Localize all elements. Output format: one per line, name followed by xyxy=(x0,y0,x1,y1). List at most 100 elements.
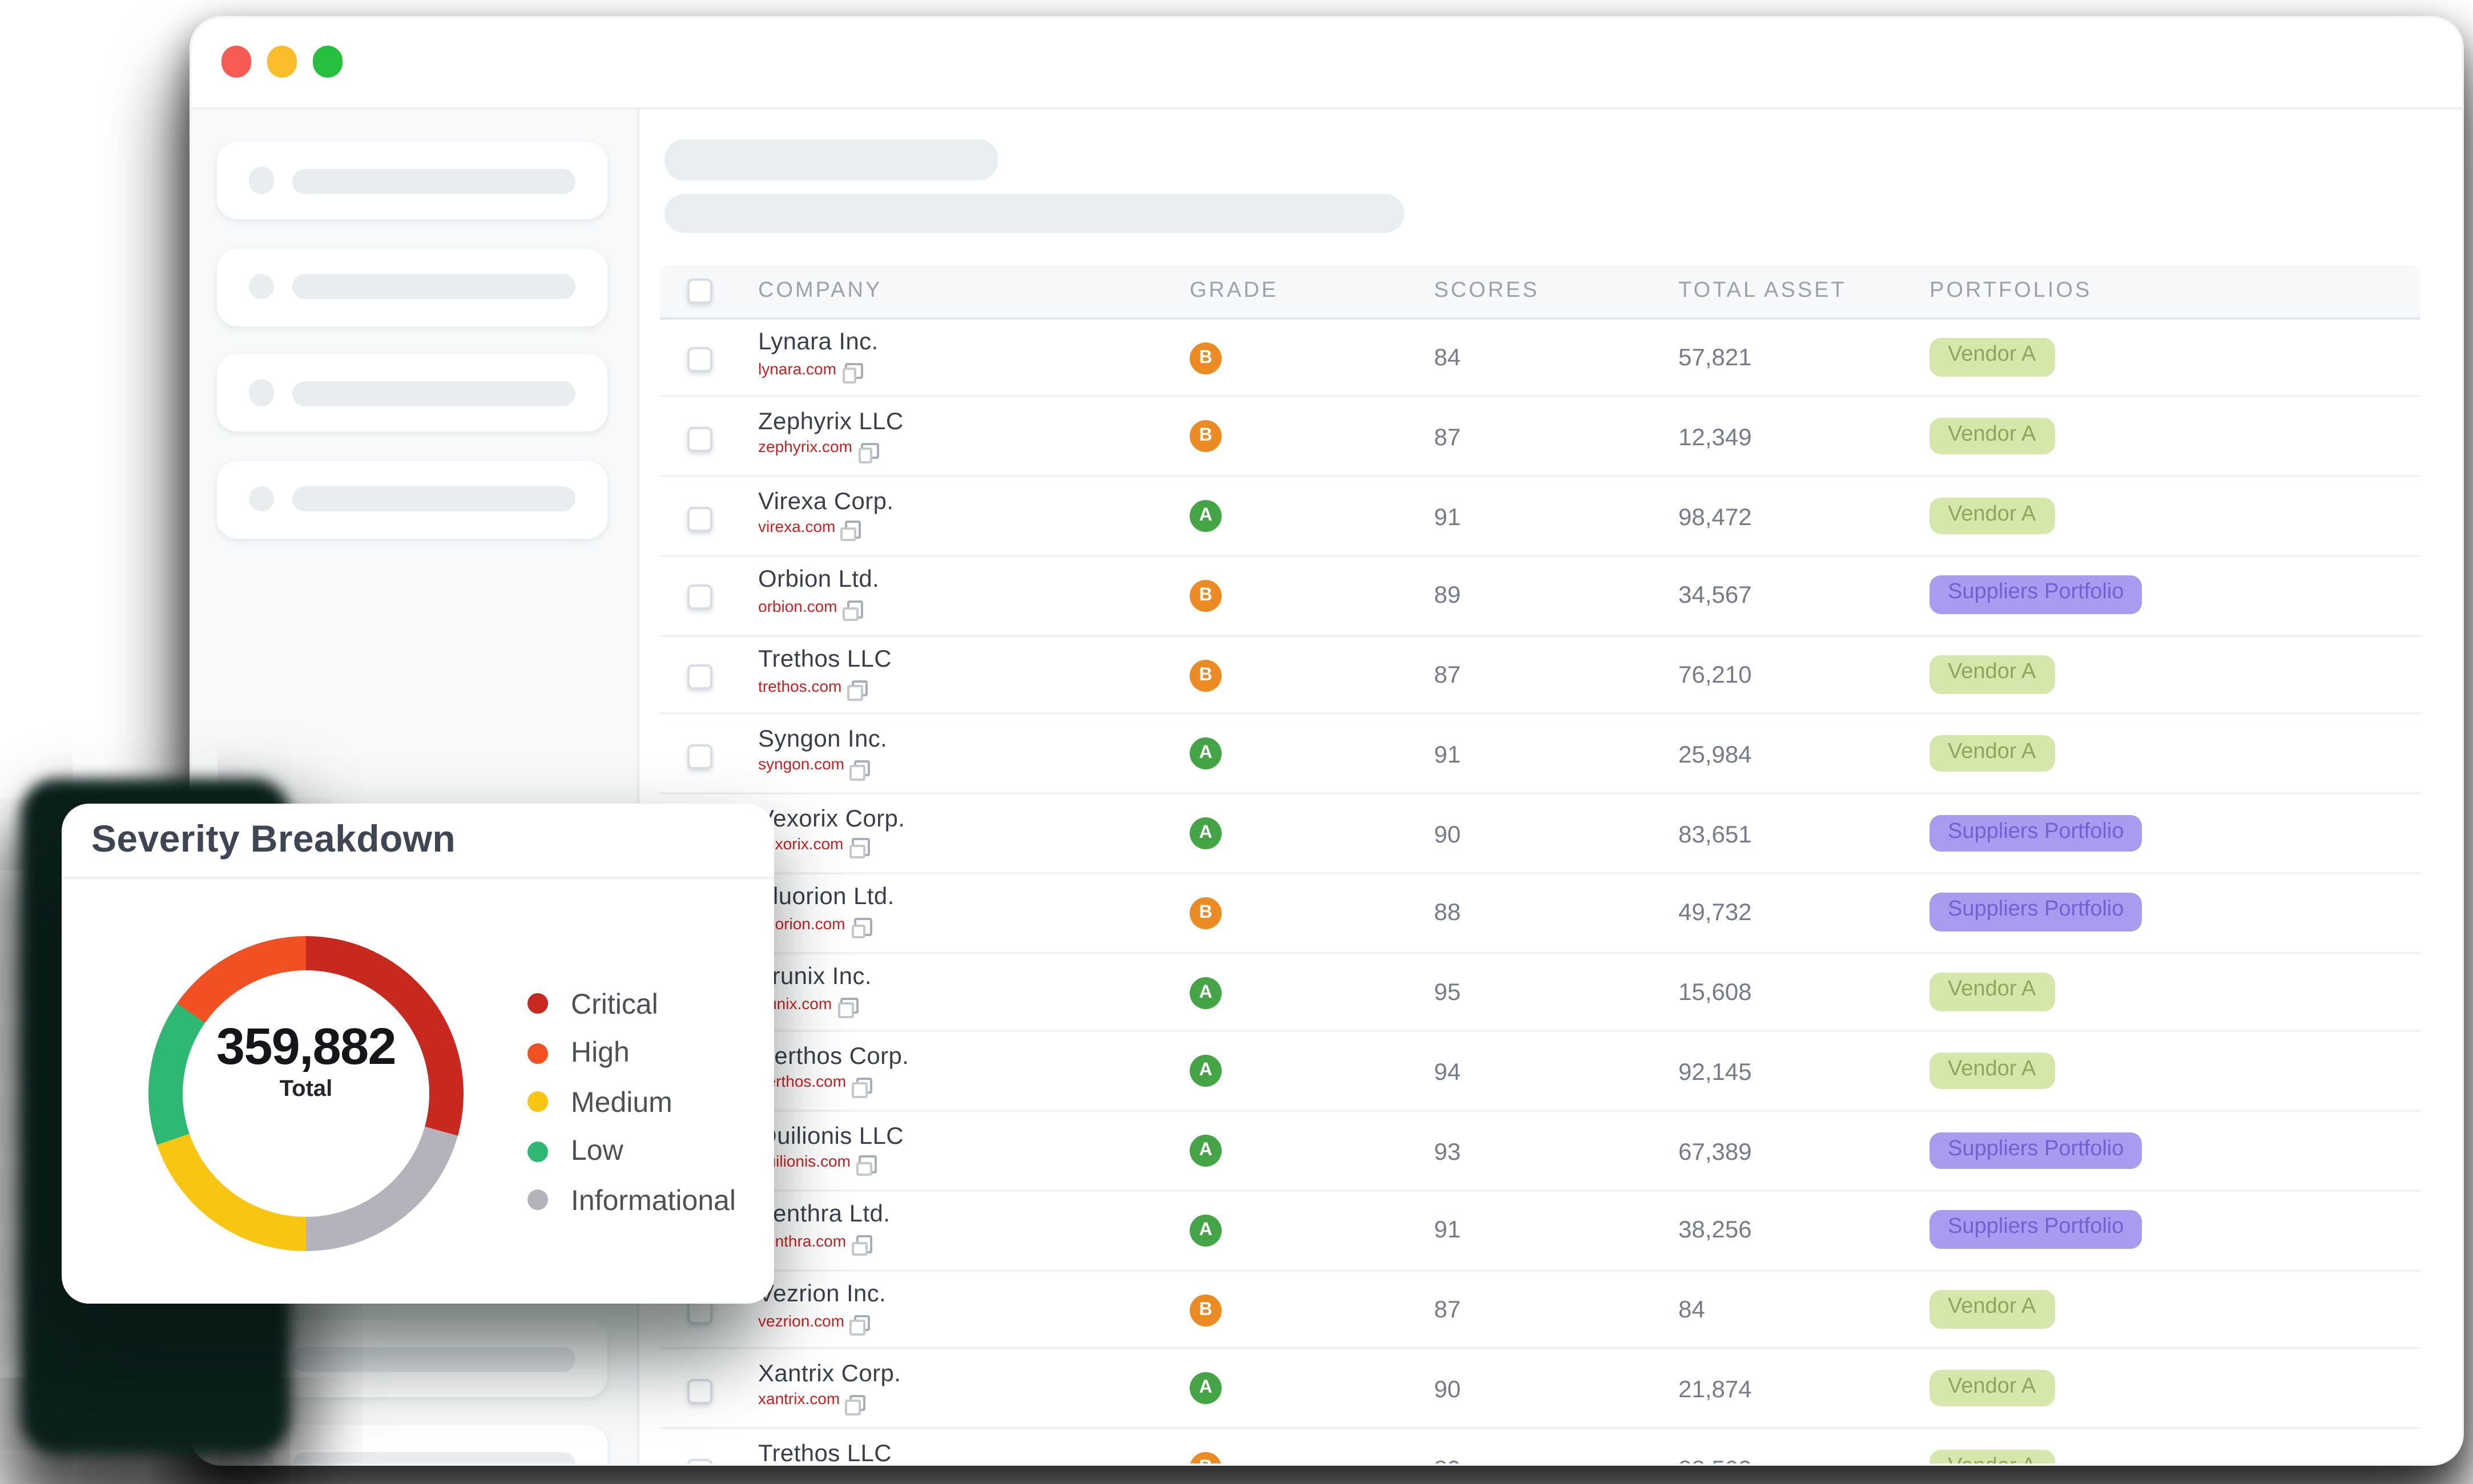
company-domain-link[interactable]: virexa.com xyxy=(758,521,836,537)
table-row[interactable]: Fluorion Ltd. fluorion.com B 88 49,732 Suppli… xyxy=(660,874,2420,953)
legend-item[interactable]: Informational xyxy=(527,1176,736,1225)
total-findings-value: 359,882 xyxy=(216,1018,397,1075)
total-asset-value: 38,256 xyxy=(1678,1217,1752,1245)
row-checkbox[interactable] xyxy=(687,1458,712,1463)
external-link-icon[interactable] xyxy=(851,918,872,938)
table-row[interactable]: Syngon Inc. syngon.com A 91 25,984 Vendor A xyxy=(660,715,2420,795)
row-checkbox[interactable] xyxy=(687,347,712,372)
zoom-window-icon[interactable] xyxy=(312,46,344,76)
company-cell: Orbion Ltd. orbion.com xyxy=(758,567,879,620)
external-link-icon[interactable] xyxy=(850,759,871,779)
company-name: Trethos LLC xyxy=(758,646,892,674)
column-header-grade[interactable]: GRADE xyxy=(1190,277,1279,303)
external-link-icon[interactable] xyxy=(852,1235,873,1255)
company-domain-link[interactable]: zephyrix.com xyxy=(758,441,852,457)
company-name: Trunix Inc. xyxy=(758,963,872,991)
row-checkbox[interactable] xyxy=(687,1378,712,1404)
table-row[interactable]: Trunix Inc. trunix.com A 95 15,608 Vendor A xyxy=(660,953,2420,1033)
row-checkbox[interactable] xyxy=(687,585,712,610)
minimize-window-icon[interactable] xyxy=(267,46,298,76)
legend-dot-informational xyxy=(527,1190,548,1211)
legend-item[interactable]: Medium xyxy=(527,1078,736,1127)
skeleton-avatar-circle xyxy=(248,167,274,193)
grade-badge: B xyxy=(1190,421,1222,453)
sidebar-skeleton-item xyxy=(216,248,606,325)
company-name: Quilionis LLC xyxy=(758,1122,904,1150)
total-asset-value: 84 xyxy=(1678,1297,1705,1324)
table-row[interactable]: Zenthra Ltd. zenthra.com A 91 38,256 Supplier… xyxy=(660,1191,2420,1271)
score-value: 94 xyxy=(1434,1059,1461,1086)
table-row[interactable]: Trethos LLC trethos.com B 87 76,210 Vendor A xyxy=(660,636,2420,715)
score-value: 90 xyxy=(1434,821,1461,848)
external-link-icon[interactable] xyxy=(848,680,868,700)
donut-hole xyxy=(183,970,429,1217)
company-domain-link[interactable]: trethos.com xyxy=(758,679,842,695)
external-link-icon[interactable] xyxy=(841,521,862,541)
external-link-icon[interactable] xyxy=(849,838,870,858)
company-domain-link[interactable]: syngon.com xyxy=(758,759,844,775)
total-findings-label: Total xyxy=(279,1078,333,1103)
company-name: Vexorix Corp. xyxy=(758,805,905,832)
table-row[interactable]: Virexa Corp. virexa.com A 91 98,472 Vendor A xyxy=(660,477,2420,556)
close-window-icon[interactable] xyxy=(221,46,252,76)
legend-label: Informational xyxy=(571,1184,736,1216)
company-domain-link[interactable]: vezrion.com xyxy=(758,1314,844,1330)
external-link-icon[interactable] xyxy=(858,442,879,462)
company-cell: Vezrion Inc. vezrion.com xyxy=(758,1281,886,1334)
external-link-icon[interactable] xyxy=(837,997,859,1017)
external-link-icon[interactable] xyxy=(852,1076,873,1096)
column-header-company[interactable]: COMPANY xyxy=(758,277,883,303)
table-row[interactable]: Vexorix Corp. vexorix.com A 90 83,651 Supplie… xyxy=(660,795,2420,874)
table-row[interactable]: Lynara Inc. lynara.com B 84 57,821 Vendor A xyxy=(660,318,2420,398)
score-value: 88 xyxy=(1434,900,1461,928)
skeleton-text-bar xyxy=(291,168,574,193)
legend-item[interactable]: Low xyxy=(527,1127,736,1176)
portfolio-badge: Vendor A xyxy=(1930,973,2055,1010)
severity-donut-chart[interactable]: 359,882 Total xyxy=(148,936,464,1251)
table-row[interactable]: Zephyrix LLC zephyrix.com B 87 12,349 Vendor … xyxy=(660,398,2420,477)
external-link-icon[interactable] xyxy=(850,1314,871,1334)
legend-item[interactable]: High xyxy=(527,1029,736,1078)
company-name: Lynara Inc. xyxy=(758,329,879,356)
table-body: Lynara Inc. lynara.com B 84 57,821 Vendor A Ze… xyxy=(660,318,2420,1463)
external-link-icon[interactable] xyxy=(843,600,864,620)
company-domain-link[interactable]: lynara.com xyxy=(758,362,836,378)
company-cell: Trunix Inc. trunix.com xyxy=(758,963,872,1017)
portfolio-badge: Vendor A xyxy=(1930,417,2055,455)
row-checkbox[interactable] xyxy=(687,664,712,689)
table-row[interactable]: Berthos Corp. berthos.com A 94 92,145 Vendor … xyxy=(660,1033,2420,1112)
grade-badge: A xyxy=(1190,1135,1222,1167)
external-link-icon[interactable] xyxy=(856,1156,877,1176)
portfolio-badge: Suppliers Portfolio xyxy=(1930,1211,2142,1248)
portfolio-badge: Suppliers Portfolio xyxy=(1930,814,2142,852)
table-row[interactable]: Vezrion Inc. vezrion.com B 87 84 Vendor A xyxy=(660,1271,2420,1350)
company-name: Virexa Corp. xyxy=(758,487,894,515)
select-all-checkbox[interactable] xyxy=(687,279,712,304)
score-value: 87 xyxy=(1434,662,1461,689)
table-row[interactable]: Quilionis LLC quilionis.com A 93 67,389 Suppl… xyxy=(660,1112,2420,1191)
external-link-icon[interactable] xyxy=(842,362,863,382)
grade-badge: A xyxy=(1190,1214,1222,1246)
portfolio-badge: Suppliers Portfolio xyxy=(1930,576,2142,614)
total-asset-value: 12,349 xyxy=(1678,424,1752,451)
portfolio-badge: Vendor A xyxy=(1930,338,2055,376)
grade-badge: A xyxy=(1190,500,1222,532)
legend-item[interactable]: Critical xyxy=(527,979,736,1029)
row-checkbox[interactable] xyxy=(687,744,712,769)
external-link-icon[interactable] xyxy=(845,1394,867,1414)
table-row[interactable]: Xantrix Corp. xantrix.com A 90 21,874 Vendor … xyxy=(660,1350,2420,1429)
legend-label: Low xyxy=(571,1135,623,1167)
row-checkbox[interactable] xyxy=(687,426,712,451)
skeleton-avatar-circle xyxy=(248,379,274,405)
severity-legend: Critical High Medium Low Informational xyxy=(527,979,736,1225)
company-domain-link[interactable]: orbion.com xyxy=(758,600,837,616)
company-domain-link[interactable]: xantrix.com xyxy=(758,1393,840,1409)
table-row[interactable]: Orbion Ltd. orbion.com B 89 34,567 Suppliers … xyxy=(660,556,2420,636)
severity-breakdown-card: Severity Breakdown 359,882 Total Critica… xyxy=(62,804,774,1304)
row-checkbox[interactable] xyxy=(687,506,712,531)
column-header-portfolios[interactable]: PORTFOLIOS xyxy=(1930,277,2092,303)
column-header-scores[interactable]: SCORES xyxy=(1434,277,1540,303)
portfolio-badge: Vendor A xyxy=(1930,1449,2055,1463)
column-header-total-asset[interactable]: TOTAL ASSET xyxy=(1678,277,1847,303)
